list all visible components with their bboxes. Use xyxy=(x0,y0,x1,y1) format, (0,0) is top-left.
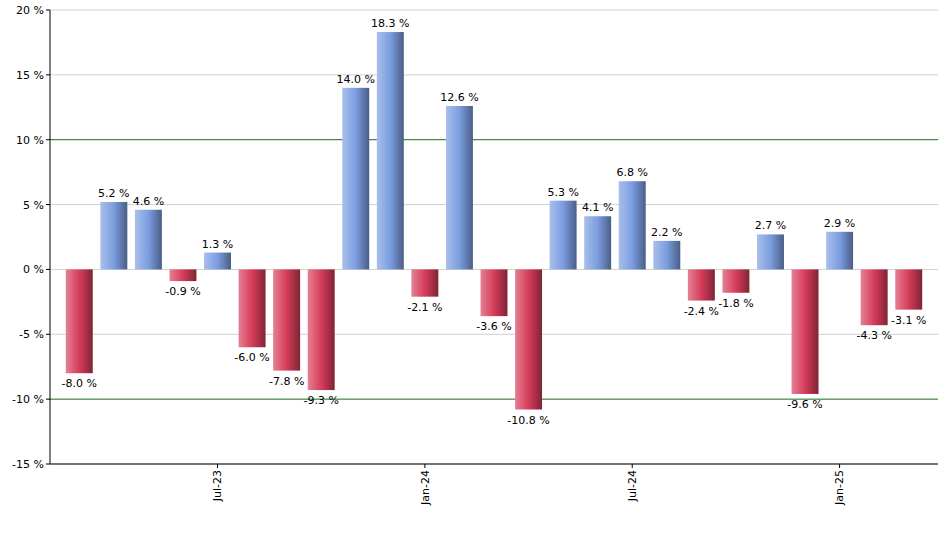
grid-line xyxy=(50,204,938,205)
bar xyxy=(481,269,508,316)
y-tick-label: 20 % xyxy=(16,4,44,17)
data-label: -8.0 % xyxy=(62,377,97,390)
bar xyxy=(653,241,680,270)
x-tick xyxy=(632,464,633,468)
data-label: 14.0 % xyxy=(337,73,375,86)
bar xyxy=(722,269,749,292)
y-tick xyxy=(46,334,50,335)
bar xyxy=(377,32,404,269)
data-label: -4.3 % xyxy=(856,329,891,342)
data-label: -3.6 % xyxy=(476,320,511,333)
bar xyxy=(273,269,300,370)
data-label: -2.4 % xyxy=(684,305,719,318)
bar xyxy=(411,269,438,296)
y-tick-label: 5 % xyxy=(23,199,44,212)
y-tick xyxy=(46,74,50,75)
y-tick-label: 0 % xyxy=(23,263,44,276)
bar xyxy=(169,269,196,281)
bar xyxy=(204,253,231,270)
bar xyxy=(619,181,646,269)
x-tick-label: Jan-24 xyxy=(419,470,432,506)
x-tick xyxy=(424,464,425,468)
y-tick xyxy=(46,139,50,140)
data-label: 2.2 % xyxy=(651,226,682,239)
x-tick-label: Jan-25 xyxy=(833,470,846,506)
data-label: 18.3 % xyxy=(371,17,409,30)
data-label: 4.1 % xyxy=(582,201,613,214)
x-tick xyxy=(839,464,840,468)
data-label: -9.6 % xyxy=(787,398,822,411)
y-tick xyxy=(46,269,50,270)
y-tick-label: 15 % xyxy=(16,69,44,82)
data-label: -0.9 % xyxy=(165,285,200,298)
bar xyxy=(515,269,542,409)
bar xyxy=(895,269,922,309)
data-label: -9.3 % xyxy=(303,394,338,407)
x-tick-label: Jul-23 xyxy=(211,470,224,502)
bar xyxy=(861,269,888,325)
y-tick xyxy=(46,464,50,465)
bar xyxy=(342,88,369,270)
y-tick xyxy=(46,399,50,400)
bar xyxy=(792,269,819,394)
data-label: 5.2 % xyxy=(98,187,129,200)
data-label: -6.0 % xyxy=(234,351,269,364)
x-tick xyxy=(217,464,218,468)
bar xyxy=(446,106,473,269)
bar xyxy=(135,210,162,270)
bar xyxy=(66,269,93,373)
bar xyxy=(584,216,611,269)
bar xyxy=(308,269,335,390)
bar xyxy=(688,269,715,300)
y-axis xyxy=(50,10,51,464)
grid-line xyxy=(50,464,938,465)
y-tick xyxy=(46,204,50,205)
y-tick-label: -5 % xyxy=(19,328,44,341)
y-tick-label: -15 % xyxy=(12,458,44,471)
data-label: 5.3 % xyxy=(547,186,578,199)
data-label: -7.8 % xyxy=(269,375,304,388)
bar xyxy=(239,269,266,347)
chart: -15 % -10 % -5 % 0 % 5 % 10 % 15 % 20 % -8.0 % 5.… xyxy=(0,0,940,550)
x-tick-label: Jul-24 xyxy=(626,470,639,502)
grid-line xyxy=(50,10,938,11)
bar xyxy=(100,202,127,269)
bar xyxy=(550,201,577,270)
data-label: 12.6 % xyxy=(440,91,478,104)
data-label: -2.1 % xyxy=(407,301,442,314)
data-label: 6.8 % xyxy=(617,166,648,179)
bars xyxy=(66,32,922,409)
bar xyxy=(826,232,853,270)
y-tick-label: 10 % xyxy=(16,134,44,147)
data-label: -3.1 % xyxy=(891,314,926,327)
data-label: 2.9 % xyxy=(824,217,855,230)
data-label: -10.8 % xyxy=(507,414,549,427)
data-label: 1.3 % xyxy=(202,238,233,251)
x-axis xyxy=(50,464,938,465)
y-tick xyxy=(46,10,50,11)
data-label: 4.6 % xyxy=(133,195,164,208)
bar xyxy=(757,234,784,269)
data-label: 2.7 % xyxy=(755,219,786,232)
y-tick-label: -10 % xyxy=(12,393,44,406)
grid-line xyxy=(50,74,938,75)
data-label: -1.8 % xyxy=(718,297,753,310)
grid-line xyxy=(50,139,938,140)
